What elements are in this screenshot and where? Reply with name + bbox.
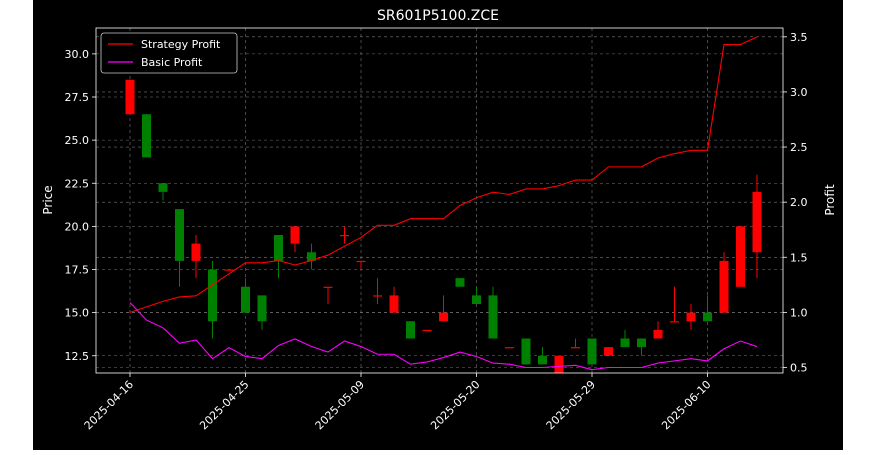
y-tick-label: 20.0 (65, 220, 90, 233)
candle-body (752, 191, 762, 253)
candle-body (373, 295, 382, 297)
candle-body (241, 286, 250, 313)
candle-body (125, 79, 135, 115)
candle-body (670, 321, 679, 323)
legend-label-basic: Basic Profit (141, 56, 203, 69)
candle-body (637, 338, 646, 348)
y2-tick-label: 2.5 (790, 141, 808, 154)
y2-tick-label: 2.0 (790, 196, 808, 209)
candle-body (571, 347, 580, 349)
y2-tick-label: 0.5 (790, 361, 808, 374)
candle-body (620, 338, 630, 348)
y-tick-label: 27.5 (65, 91, 90, 104)
y-axis-label: Price (41, 185, 55, 214)
candle-body (142, 114, 151, 158)
y2-tick-label: 1.0 (790, 306, 808, 319)
x-tick-label: 2025-04-25 (197, 378, 251, 432)
candle-body (422, 329, 432, 332)
plot-frame (95, 27, 784, 374)
candle-body (406, 321, 415, 339)
chart-title: SR601P5100.ZCE (377, 8, 499, 24)
candles (125, 79, 762, 373)
candle-body (257, 295, 267, 322)
x-tick-label: 2025-05-09 (313, 378, 367, 432)
candle-body (356, 260, 366, 263)
candle-body (521, 338, 531, 365)
candle-body (554, 355, 564, 373)
candle-body (505, 347, 514, 349)
candle-body (290, 226, 300, 244)
candle-body (175, 209, 184, 261)
x-tick-label: 2025-05-29 (544, 378, 598, 432)
candle-body (653, 329, 663, 339)
candle-body (389, 295, 399, 313)
candle-body (703, 312, 712, 322)
candle-body (208, 269, 217, 322)
legend: Strategy Profit Basic Profit (100, 32, 238, 74)
candle-body (439, 312, 448, 322)
candle-body (719, 260, 729, 313)
profit-lines (129, 36, 758, 371)
x-tick-label: 2025-04-16 (82, 378, 136, 432)
y2-tick-label: 1.5 (790, 251, 808, 264)
legend-box (100, 32, 238, 74)
candle-body (686, 312, 696, 322)
candle-body (488, 295, 498, 339)
candlestick-chart: SR601P5100.ZCE 12.5 15.0 17.5 20.0 22.5 25.0 2… (41, 8, 837, 432)
candle-body (587, 338, 597, 365)
candle-body (323, 286, 333, 288)
candle-body (538, 355, 547, 365)
x-tick-label: 2025-06-10 (659, 378, 713, 432)
grid (96, 28, 783, 373)
strategy-profit-line (129, 36, 758, 313)
candle-body (604, 347, 613, 356)
candle-body (224, 269, 234, 271)
y-tick-label: 12.5 (65, 350, 90, 363)
x-tick-label: 2025-05-20 (428, 378, 482, 432)
candle-body (307, 252, 316, 261)
y2-tick-label: 3.5 (790, 31, 808, 44)
y-tick-label: 30.0 (65, 48, 90, 61)
candle-body (274, 235, 283, 261)
candle-body (472, 295, 481, 304)
candle-body (455, 278, 465, 287)
candle-body (191, 243, 201, 261)
y-tick-label: 17.5 (65, 264, 90, 277)
y-tick-label: 25.0 (65, 134, 90, 147)
basic-profit-line (129, 302, 758, 371)
candle-body (736, 226, 745, 287)
legend-label-strategy: Strategy Profit (141, 38, 221, 51)
candle-body (158, 183, 168, 192)
y2-axis-label: Profit (823, 184, 837, 216)
candle-body (340, 235, 349, 237)
chart-figure: SR601P5100.ZCE 12.5 15.0 17.5 20.0 22.5 25.0 2… (33, 0, 843, 450)
y2-tick-label: 3.0 (790, 86, 808, 99)
y-tick-label: 15.0 (65, 307, 90, 320)
y-tick-label: 22.5 (65, 177, 90, 190)
